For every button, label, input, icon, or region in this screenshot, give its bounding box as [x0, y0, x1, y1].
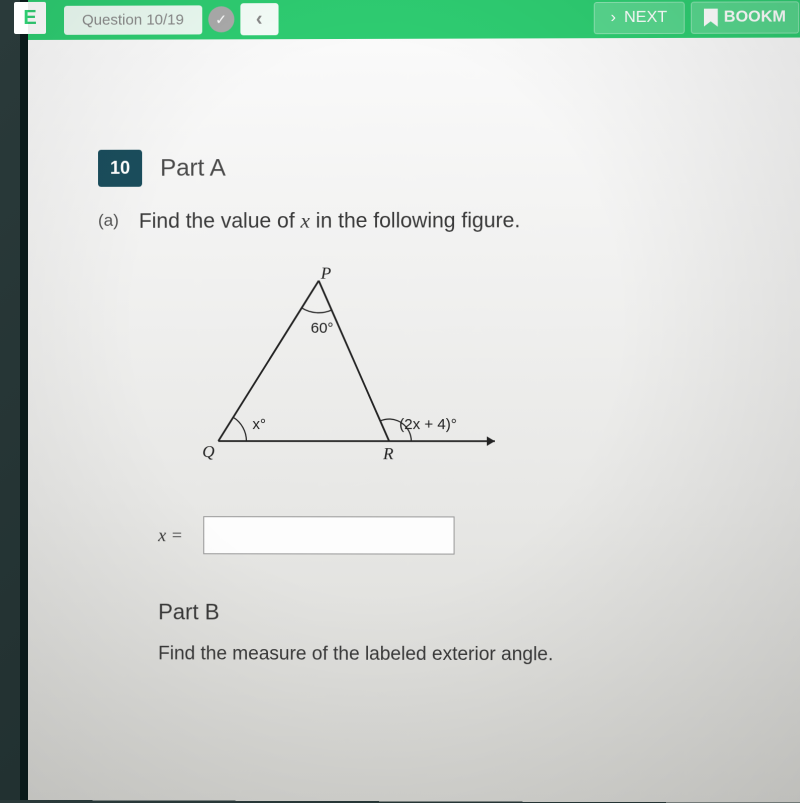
question-content: 10 Part A (a) Find the value of x in the… [28, 38, 800, 803]
bookmark-label: BOOKM [724, 8, 786, 26]
svg-text:(2x + 4)°: (2x + 4)° [399, 416, 457, 433]
triangle-figure: P Q R 60° x° (2x + 4)° [188, 266, 510, 477]
svg-text:R: R [382, 445, 394, 464]
chevron-left-icon: ‹ [256, 8, 263, 31]
svg-text:x°: x° [252, 416, 266, 433]
chevron-right-icon: › [611, 9, 616, 27]
question-text: Find the value of x in the following fig… [139, 206, 520, 236]
question-counter: Question 10/19 [64, 5, 202, 34]
top-toolbar: Question 10/19 ✓ ‹ › NEXT BOOKM [28, 0, 800, 40]
figure-svg: P Q R 60° x° (2x + 4)° [188, 266, 510, 477]
question-text-before: Find the value of [139, 210, 301, 233]
variable-x: x [301, 209, 310, 233]
question-header: 10 Part A [98, 148, 744, 186]
next-label: NEXT [624, 9, 667, 27]
bookmark-icon [704, 9, 718, 27]
bookmark-button[interactable]: BOOKM [690, 1, 799, 34]
answer-row: x = [158, 517, 744, 556]
question-text-after: in the following figure. [310, 209, 520, 232]
subpart-label: (a) [98, 211, 119, 236]
svg-text:Q: Q [202, 442, 214, 461]
part-a-title: Part A [160, 154, 226, 182]
prev-button[interactable]: ‹ [240, 3, 278, 35]
svg-text:P: P [320, 266, 331, 283]
part-b-text: Find the measure of the labeled exterior… [158, 644, 744, 667]
question-number-badge: 10 [98, 150, 142, 187]
subpart-a: (a) Find the value of x in the following… [98, 206, 744, 236]
next-button[interactable]: › NEXT [593, 2, 684, 34]
info-icon[interactable]: ✓ [208, 6, 234, 32]
app-badge: E [14, 2, 46, 34]
part-b: Part B Find the measure of the labeled e… [158, 600, 744, 667]
svg-text:60°: 60° [311, 320, 334, 337]
answer-label: x = [158, 525, 183, 546]
answer-input[interactable] [203, 517, 454, 555]
part-b-title: Part B [158, 600, 744, 627]
